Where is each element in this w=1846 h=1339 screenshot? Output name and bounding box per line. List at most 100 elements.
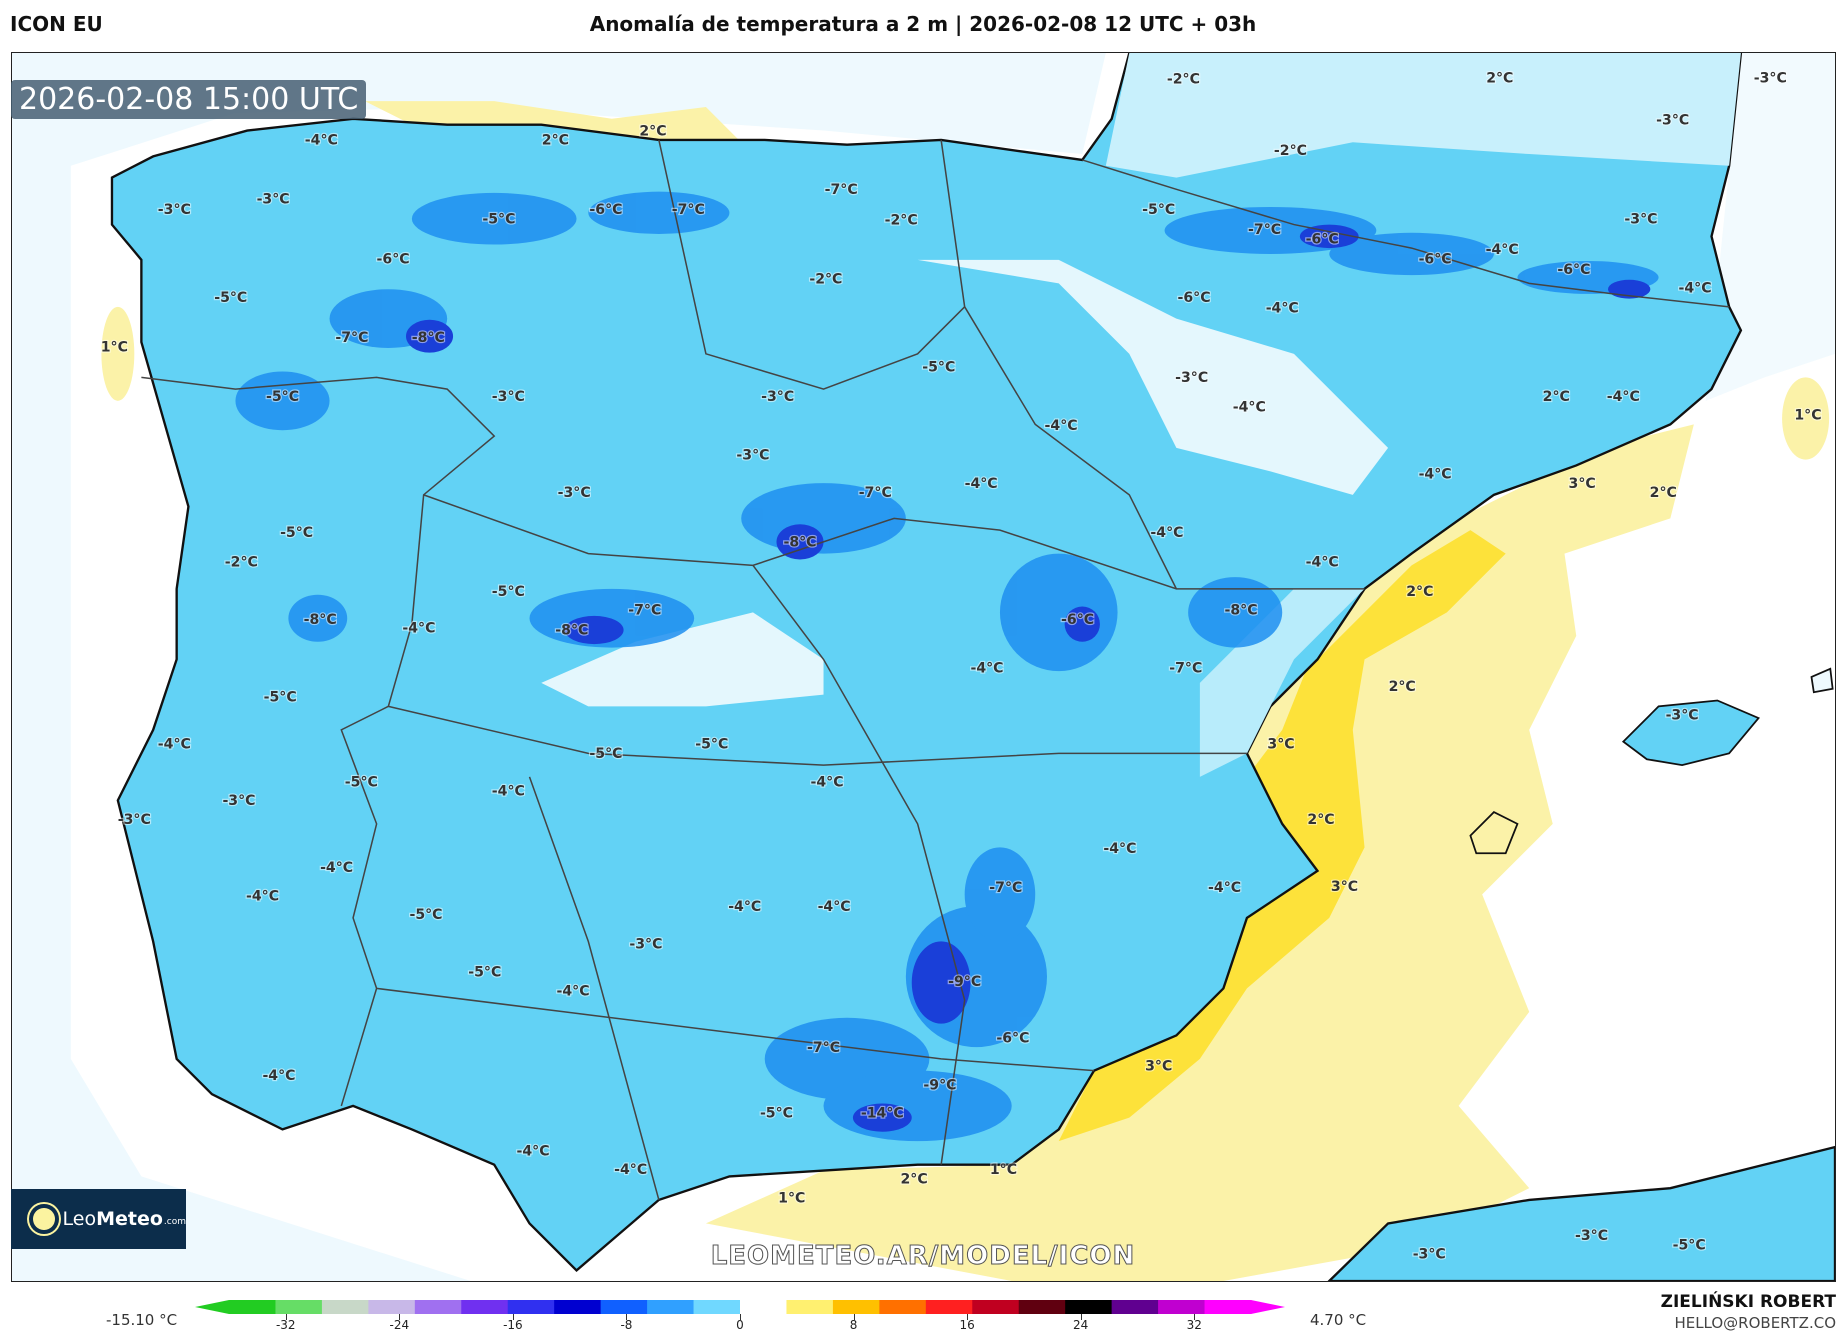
contour-label: -3°C bbox=[736, 448, 769, 464]
contour-label: -4°C bbox=[1419, 466, 1452, 482]
contour-label: -4°C bbox=[1266, 301, 1299, 317]
contour-label: -4°C bbox=[1679, 281, 1712, 297]
contour-label: -3°C bbox=[1413, 1247, 1446, 1263]
contour-label: 3°C bbox=[1331, 879, 1358, 895]
contour-label: -6°C bbox=[1306, 231, 1339, 247]
contour-label: -4°C bbox=[305, 133, 338, 149]
colorbar-segment bbox=[507, 1300, 555, 1314]
leometeo-logo[interactable]: Leo Meteo .com bbox=[11, 1189, 186, 1249]
contour-label: -5°C bbox=[482, 211, 515, 227]
contour-label: -5°C bbox=[280, 525, 313, 541]
colorbar-segment bbox=[1018, 1300, 1066, 1314]
contour-label: -7°C bbox=[825, 182, 858, 198]
model-name: ICON EU bbox=[10, 12, 103, 36]
contour-label: -6°C bbox=[1557, 262, 1590, 278]
contour-label: -8°C bbox=[1225, 603, 1258, 619]
contour-label: -2°C bbox=[1167, 72, 1200, 88]
mallorca bbox=[1621, 699, 1760, 767]
colorbar-segment bbox=[1158, 1300, 1206, 1314]
land-light-area bbox=[1105, 53, 1741, 178]
logo-suffix: .com bbox=[163, 1217, 186, 1227]
contour-label: -5°C bbox=[266, 389, 299, 405]
colorbar-tick-mark bbox=[626, 1314, 628, 1320]
warm-sea-west bbox=[101, 306, 135, 401]
contour-label: -8°C bbox=[783, 535, 816, 551]
colorbar-segment bbox=[879, 1300, 927, 1314]
colorbar-min-label: -15.10 °C bbox=[106, 1311, 178, 1329]
colorbar-tick-label: -8 bbox=[620, 1318, 633, 1332]
contour-label: -14°C bbox=[861, 1106, 904, 1122]
contour-label: -7°C bbox=[672, 202, 705, 218]
colorbar-tick-label: -24 bbox=[389, 1318, 410, 1332]
contour-label: -8°C bbox=[304, 612, 337, 628]
contour-label: 1°C bbox=[778, 1190, 805, 1206]
strong-cold-anomaly-area bbox=[1064, 606, 1100, 642]
colorbar-segment bbox=[554, 1300, 602, 1314]
contour-label: -4°C bbox=[556, 983, 589, 999]
contour-label: -3°C bbox=[1656, 113, 1689, 129]
contour-label: -4°C bbox=[158, 737, 191, 753]
contour-label: -3°C bbox=[1624, 211, 1657, 227]
colorbar-tick-mark bbox=[1080, 1314, 1082, 1320]
contour-label: 2°C bbox=[1307, 812, 1334, 828]
contour-label: -3°C bbox=[158, 202, 191, 218]
contour-label: -7°C bbox=[807, 1040, 840, 1056]
cold-anomaly-area bbox=[411, 192, 577, 245]
strong-cold-anomaly-area bbox=[852, 1103, 912, 1132]
contour-label: -3°C bbox=[761, 389, 794, 405]
strong-cold-anomaly-area bbox=[776, 524, 824, 560]
colorbar-max-label: 4.70 °C bbox=[1310, 1311, 1367, 1329]
contour-label: -6°C bbox=[1419, 251, 1452, 267]
colorbar-segment bbox=[647, 1300, 695, 1314]
contour-label: -2°C bbox=[225, 555, 258, 571]
contour-label: -8°C bbox=[412, 330, 445, 346]
watermark: LEOMETEO.AR/MODEL/ICON bbox=[710, 1241, 1136, 1272]
contour-label: -3°C bbox=[118, 812, 151, 828]
logo-text-light: Leo bbox=[62, 1208, 97, 1230]
contour-label: -4°C bbox=[1150, 525, 1183, 541]
contour-label: 2°C bbox=[1486, 70, 1513, 86]
contour-label: -7°C bbox=[1248, 222, 1281, 238]
cold-anomaly-area bbox=[588, 191, 730, 234]
contour-label: -2°C bbox=[885, 213, 918, 229]
contour-label: -4°C bbox=[1208, 880, 1241, 896]
warm-sea-strong bbox=[1058, 530, 1506, 1142]
colorbar-segment bbox=[414, 1300, 462, 1314]
contour-label: -3°C bbox=[1666, 707, 1699, 723]
contour-label: -6°C bbox=[996, 1030, 1029, 1046]
contour-label: -6°C bbox=[589, 202, 622, 218]
sea-light-blue bbox=[12, 53, 1106, 1281]
colorbar-tick-label: 0 bbox=[736, 1318, 744, 1332]
colorbar-segment bbox=[740, 1300, 787, 1314]
contour-label: -4°C bbox=[965, 476, 998, 492]
contour-label: -4°C bbox=[811, 774, 844, 790]
contour-label: -4°C bbox=[402, 620, 435, 636]
contour-label: -4°C bbox=[262, 1068, 295, 1084]
warm-sea-east bbox=[1782, 377, 1830, 460]
colorbar-tick-label: 8 bbox=[849, 1318, 858, 1332]
contour-label: -4°C bbox=[818, 899, 851, 915]
colorbar-segment bbox=[925, 1300, 973, 1314]
contour-label: -9°C bbox=[923, 1077, 956, 1093]
colorbar-segment bbox=[693, 1300, 741, 1314]
strong-cold-anomaly-area bbox=[406, 319, 454, 353]
contour-label: -7°C bbox=[1169, 660, 1202, 676]
ibiza bbox=[1469, 811, 1519, 855]
land-light-area-ebro bbox=[917, 259, 1389, 495]
colorbar-min-arrow bbox=[195, 1300, 229, 1314]
contour-label: -4°C bbox=[246, 888, 279, 904]
colorbar-tick-label: 32 bbox=[1186, 1318, 1202, 1332]
contour-label: -3°C bbox=[1575, 1228, 1608, 1244]
contour-label: 2°C bbox=[1543, 389, 1570, 405]
contour-label: -4°C bbox=[728, 899, 761, 915]
contour-label: -5°C bbox=[409, 907, 442, 923]
land-light-area-coast bbox=[1199, 588, 1365, 777]
contour-label: -6°C bbox=[1061, 612, 1094, 628]
colorbar-segment bbox=[600, 1300, 648, 1314]
strong-cold-anomaly-area bbox=[564, 615, 624, 645]
contour-label: -4°C bbox=[516, 1143, 549, 1159]
author-email[interactable]: HELLO@ROBERTZ.CO bbox=[1674, 1314, 1836, 1332]
colorbar-tick-mark bbox=[967, 1314, 969, 1320]
contour-label: -5°C bbox=[695, 737, 728, 753]
colorbar-tick-mark bbox=[853, 1314, 855, 1320]
